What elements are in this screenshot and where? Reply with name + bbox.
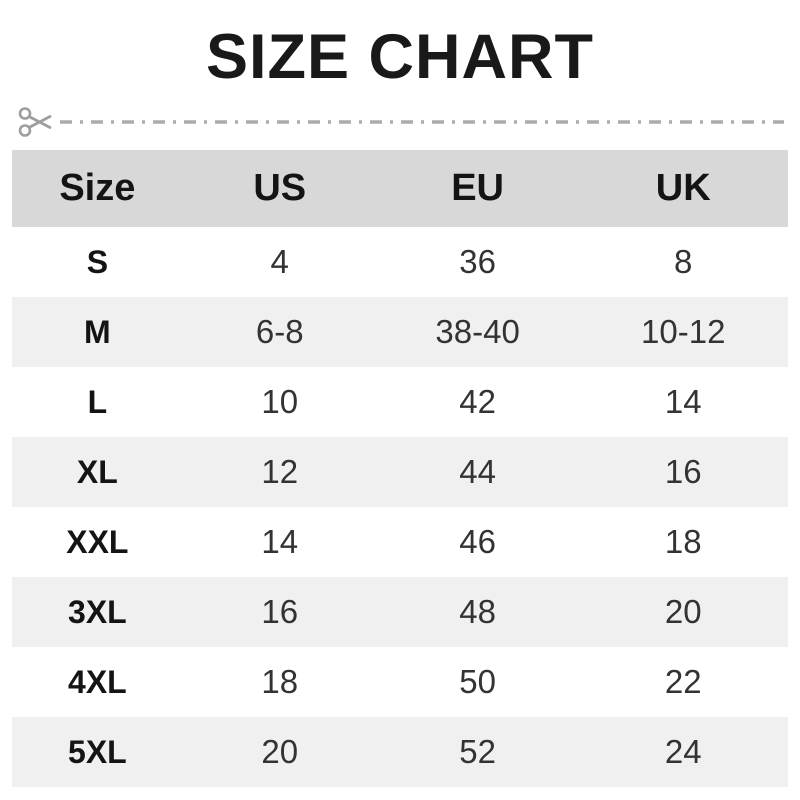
uk-cell: 18 bbox=[664, 523, 702, 561]
us-cell: 6-8 bbox=[255, 313, 304, 351]
size-cell: 5XL bbox=[68, 733, 127, 770]
us-cell: 20 bbox=[261, 733, 299, 771]
uk-cell: 24 bbox=[664, 733, 702, 771]
us-cell: 14 bbox=[261, 523, 299, 561]
size-cell: XL bbox=[76, 453, 118, 490]
table-row-5xl: 5XL 20 52 24 bbox=[12, 717, 788, 788]
column-header-size: Size bbox=[59, 167, 136, 210]
column-header-uk: UK bbox=[655, 167, 711, 210]
cut-line bbox=[18, 104, 784, 140]
uk-cell: 22 bbox=[664, 663, 702, 701]
eu-cell: 52 bbox=[459, 733, 496, 771]
us-cell: 12 bbox=[261, 453, 299, 491]
table-row-xxl: XXL 14 46 18 bbox=[12, 507, 788, 578]
dashed-cut-line bbox=[60, 120, 784, 124]
size-cell: M bbox=[84, 313, 111, 350]
uk-cell: 8 bbox=[674, 243, 693, 281]
us-cell: 4 bbox=[270, 243, 289, 281]
us-cell: 16 bbox=[261, 593, 299, 631]
uk-cell: 14 bbox=[664, 383, 702, 421]
size-cell: L bbox=[87, 383, 108, 420]
eu-cell: 36 bbox=[459, 243, 496, 281]
us-cell: 10 bbox=[261, 383, 299, 421]
size-cell: XXL bbox=[66, 523, 129, 560]
column-header-eu: EU bbox=[451, 167, 504, 210]
us-cell: 18 bbox=[261, 663, 299, 701]
eu-cell: 38-40 bbox=[435, 313, 520, 351]
table-row-4xl: 4XL 18 50 22 bbox=[12, 647, 788, 718]
size-cell: S bbox=[86, 243, 109, 280]
table-header-row: Size US EU UK bbox=[12, 150, 788, 228]
size-cell: 4XL bbox=[68, 663, 127, 700]
uk-cell: 20 bbox=[664, 593, 702, 631]
column-header-us: US bbox=[253, 167, 307, 210]
eu-cell: 48 bbox=[459, 593, 496, 631]
table-row-l: L 10 42 14 bbox=[12, 367, 788, 438]
eu-cell: 50 bbox=[459, 663, 496, 701]
size-cell: 3XL bbox=[68, 593, 127, 630]
size-chart-table: Size US EU UK S 4 36 8 M 6-8 38-40 10-12… bbox=[12, 150, 788, 788]
table-row-m: M 6-8 38-40 10-12 bbox=[12, 297, 788, 368]
eu-cell: 42 bbox=[459, 383, 496, 421]
eu-cell: 44 bbox=[459, 453, 496, 491]
scissors-icon bbox=[18, 107, 52, 137]
page-title: SIZE CHART bbox=[206, 22, 594, 92]
table-row-3xl: 3XL 16 48 20 bbox=[12, 577, 788, 648]
uk-cell: 10-12 bbox=[641, 313, 726, 351]
table-row-s: S 4 36 8 bbox=[12, 227, 788, 298]
uk-cell: 16 bbox=[664, 453, 702, 491]
eu-cell: 46 bbox=[459, 523, 496, 561]
table-row-xl: XL 12 44 16 bbox=[12, 437, 788, 508]
